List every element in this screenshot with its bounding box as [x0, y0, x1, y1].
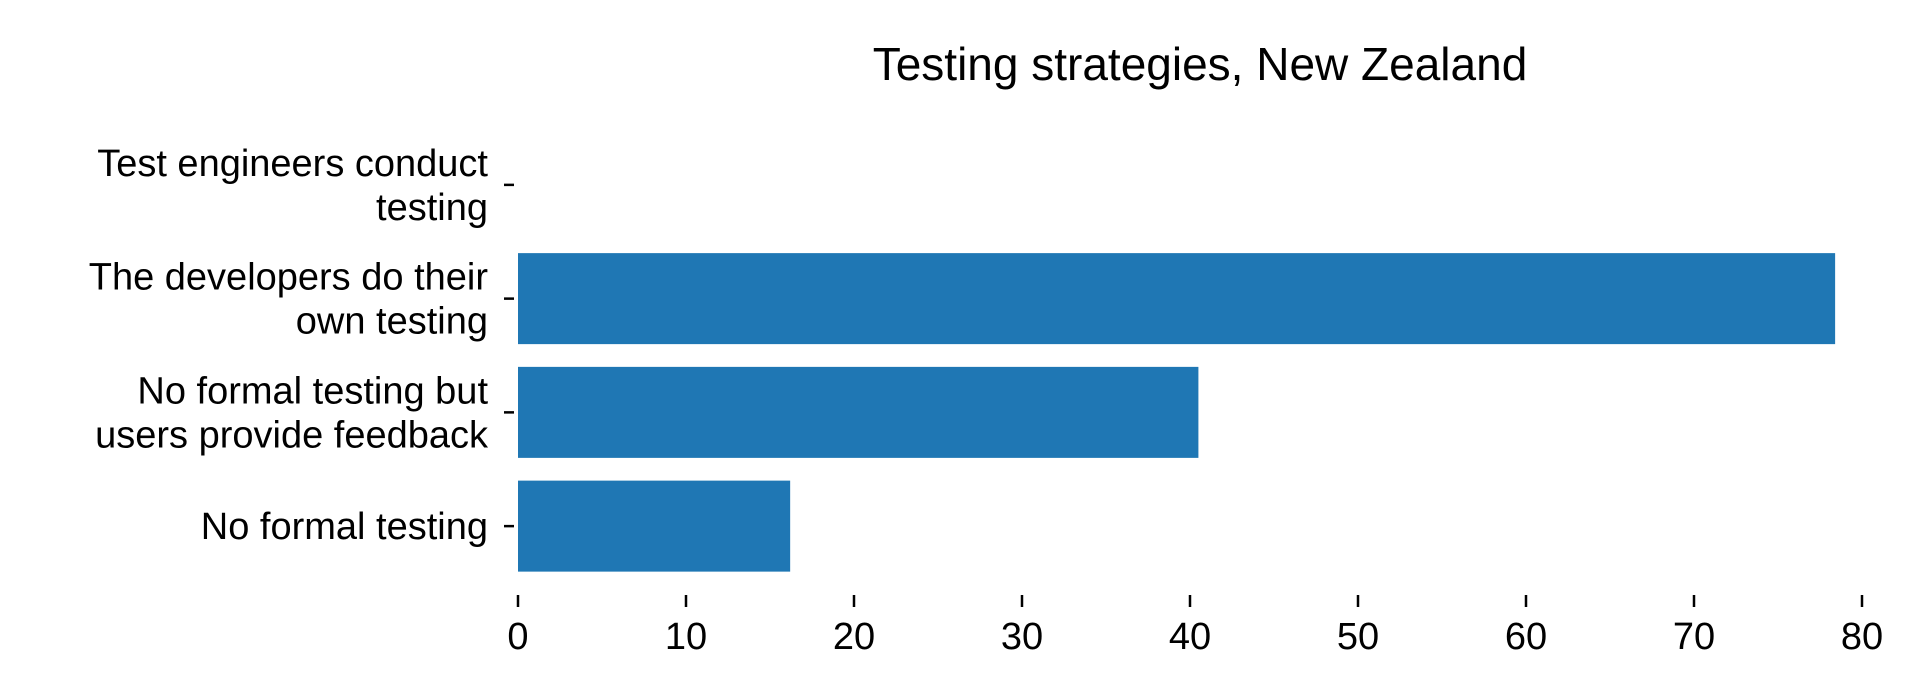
bar — [518, 253, 1836, 345]
bar — [518, 480, 791, 572]
x-tick-label: 40 — [1169, 616, 1211, 658]
category-label: users provide feedback — [95, 414, 489, 456]
x-axis: 0 10 20 30 40 50 60 70 80 — [507, 595, 1883, 658]
x-tick-label: 0 — [507, 616, 528, 658]
category-label: testing — [376, 187, 488, 229]
x-tick-label: 80 — [1841, 616, 1883, 658]
category-label: No formal testing — [201, 506, 488, 548]
x-tick-label: 50 — [1337, 616, 1379, 658]
category-label: No formal testing but — [137, 370, 488, 412]
x-tick-label: 60 — [1505, 616, 1547, 658]
category-label: Test engineers conduct — [97, 143, 488, 185]
bar — [518, 366, 1199, 458]
x-tick-label: 70 — [1673, 616, 1715, 658]
category-label: own testing — [296, 301, 488, 343]
chart-title: Testing strategies, New Zealand — [873, 38, 1528, 90]
category-label: The developers do their — [89, 257, 489, 299]
x-tick-label: 10 — [665, 616, 707, 658]
x-tick-label: 20 — [833, 616, 875, 658]
bars-group — [518, 253, 1836, 572]
x-tick-label: 30 — [1001, 616, 1043, 658]
